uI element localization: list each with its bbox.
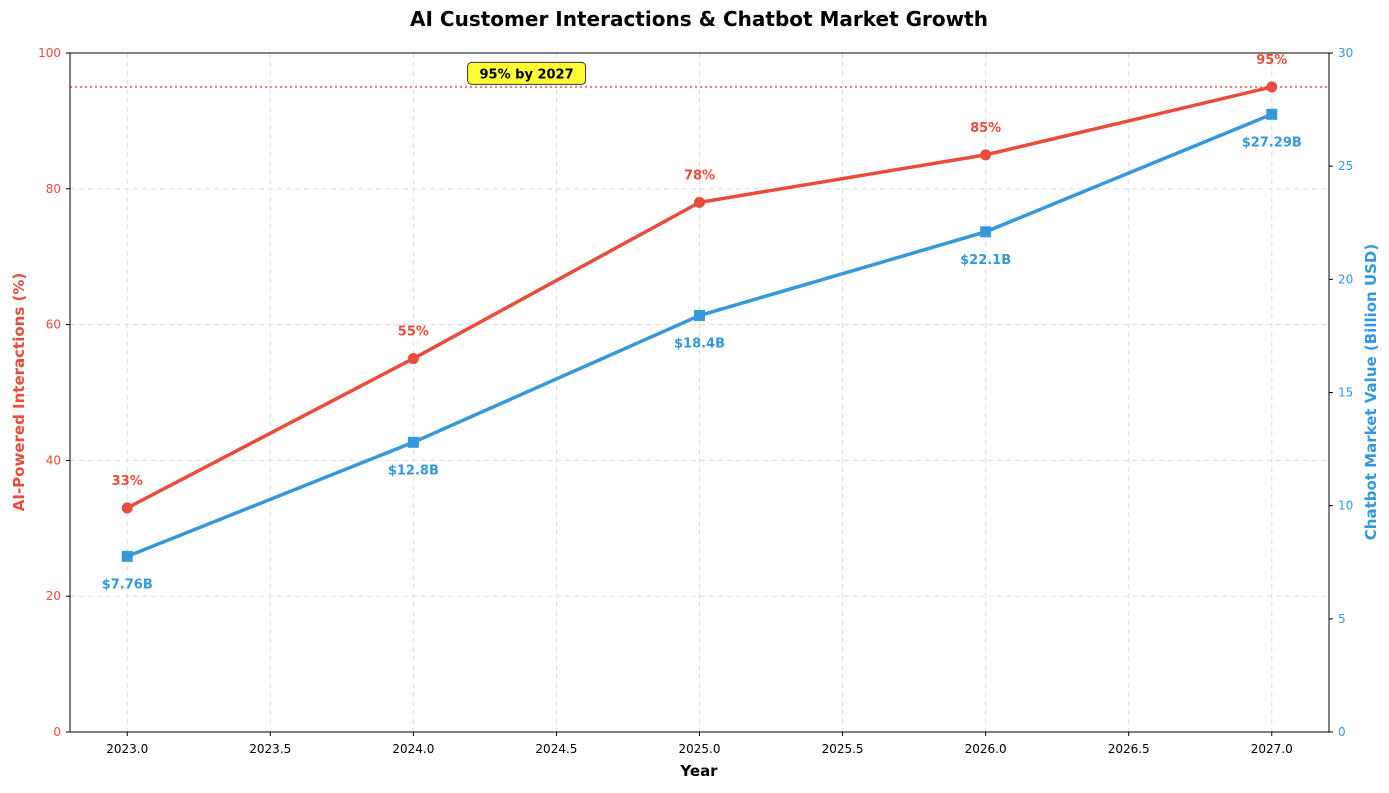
x-tick-label: 2024.0 xyxy=(392,742,434,756)
data-label: $27.29B xyxy=(1242,135,1302,150)
x-tick-label: 2023.5 xyxy=(249,742,291,756)
data-point xyxy=(1266,81,1278,93)
y-left-tick-label: 100 xyxy=(38,46,61,60)
data-label: $18.4B xyxy=(674,337,725,352)
y-left-tick-label: 20 xyxy=(46,589,61,603)
data-label: $7.76B xyxy=(102,577,153,592)
data-label: 55% xyxy=(398,325,429,340)
data-label: 85% xyxy=(970,121,1001,136)
data-point xyxy=(980,226,992,238)
y-right-tick-label: 20 xyxy=(1338,272,1353,286)
data-point xyxy=(407,436,419,448)
x-tick-label: 2025.0 xyxy=(679,742,721,756)
data-label: 78% xyxy=(684,168,715,183)
x-tick-label: 2027.0 xyxy=(1251,742,1293,756)
data-point xyxy=(980,149,992,161)
plot-frame xyxy=(69,52,1330,733)
data-point xyxy=(121,550,133,562)
x-tick-label: 2026.0 xyxy=(965,742,1007,756)
y-right-tick-label: 25 xyxy=(1338,159,1353,173)
annotation-box xyxy=(467,61,587,85)
data-label: 33% xyxy=(112,474,143,489)
y-left-tick-label: 0 xyxy=(53,725,61,739)
x-tick-label: 2025.5 xyxy=(822,742,864,756)
data-point xyxy=(694,310,705,322)
data-label: $22.1B xyxy=(960,253,1011,268)
y-axis-right-label: Chatbot Market Value (Billion USD) xyxy=(1362,244,1380,540)
x-tick-label: 2024.5 xyxy=(535,742,577,756)
data-label: 95% xyxy=(1256,53,1287,68)
data-point xyxy=(694,196,705,208)
y-right-tick-label: 0 xyxy=(1338,725,1346,739)
data-label: $12.8B xyxy=(388,463,439,478)
x-tick-label: 2026.5 xyxy=(1108,742,1150,756)
y-right-tick-label: 30 xyxy=(1338,46,1353,60)
x-tick-label: 2023.0 xyxy=(106,742,148,756)
y-right-tick-label: 15 xyxy=(1338,386,1353,400)
y-axis-left-label: AI-Powered Interactions (%) xyxy=(10,273,28,511)
data-point xyxy=(121,502,133,514)
x-axis-label: Year xyxy=(679,762,718,780)
y-right-tick-label: 5 xyxy=(1338,612,1346,626)
chart-title: AI Customer Interactions & Chatbot Marke… xyxy=(410,7,988,31)
y-left-tick-label: 60 xyxy=(46,318,61,332)
data-point xyxy=(1266,108,1278,120)
data-point xyxy=(407,353,419,365)
annotation-text: 95% by 2027 xyxy=(480,67,574,82)
y-right-tick-label: 10 xyxy=(1338,499,1353,513)
y-left-tick-label: 40 xyxy=(46,453,61,467)
y-left-tick-label: 80 xyxy=(46,182,61,196)
